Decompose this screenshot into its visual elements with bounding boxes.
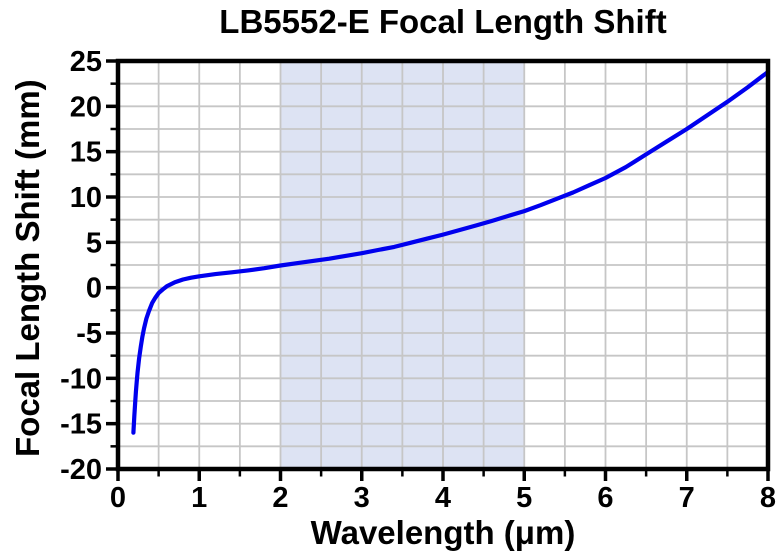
x-tick-label: 6 — [597, 482, 613, 514]
y-tick-label: -15 — [60, 409, 102, 441]
data-curve — [131, 69, 771, 435]
y-tick-label: 0 — [86, 273, 102, 305]
y-tick-label: -10 — [60, 363, 102, 395]
x-tick-label: 1 — [191, 482, 207, 514]
chart-title: LB5552-E Focal Length Shift — [219, 3, 667, 40]
x-tick-label: 0 — [110, 482, 126, 514]
x-tick-label: 3 — [354, 482, 370, 514]
y-tick-label: -20 — [60, 454, 102, 486]
x-tick-label: 8 — [760, 482, 776, 514]
y-tick-label: 25 — [70, 46, 102, 78]
x-tick-label: 4 — [435, 482, 451, 514]
x-tick-label: 7 — [679, 482, 695, 514]
x-tick-label: 2 — [272, 482, 288, 514]
y-tick-label: 10 — [70, 182, 102, 214]
y-tick-label: 20 — [70, 91, 102, 123]
y-tick-label: 15 — [70, 137, 102, 169]
x-axis-label: Wavelength (μm) — [310, 514, 576, 551]
y-tick-label: 5 — [86, 227, 102, 259]
x-tick-label: 5 — [516, 482, 532, 514]
y-tick-label: -5 — [76, 318, 102, 350]
